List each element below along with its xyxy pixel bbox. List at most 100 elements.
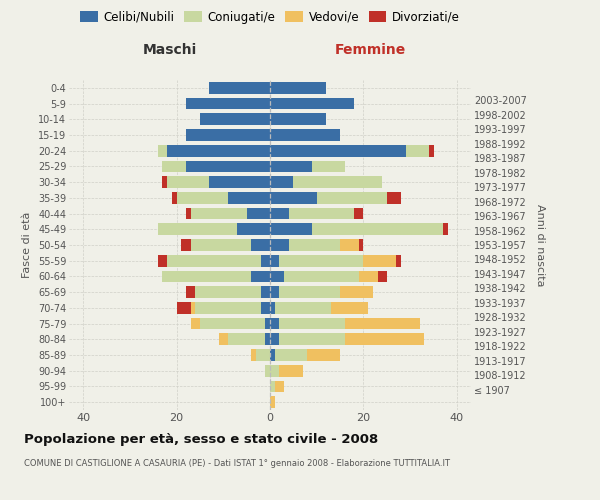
Legend: Celibi/Nubili, Coniugati/e, Vedovi/e, Divorziati/e: Celibi/Nubili, Coniugati/e, Vedovi/e, Di… [75, 6, 465, 28]
Bar [247, 208, 270, 220]
Bar [340, 239, 359, 251]
Bar [191, 302, 195, 314]
Bar [251, 349, 256, 361]
Bar [181, 239, 191, 251]
Bar [312, 224, 443, 235]
Bar [270, 114, 326, 125]
Bar [331, 302, 368, 314]
Bar [406, 145, 429, 156]
Bar [317, 192, 387, 204]
Bar [270, 208, 289, 220]
Bar [195, 286, 260, 298]
Bar [396, 255, 401, 266]
Bar [200, 114, 270, 125]
Bar [284, 270, 359, 282]
Bar [265, 365, 270, 376]
Bar [186, 286, 195, 298]
Bar [209, 82, 270, 94]
Text: Maschi: Maschi [142, 44, 197, 58]
Bar [280, 365, 303, 376]
Bar [158, 224, 237, 235]
Bar [260, 255, 270, 266]
Bar [167, 145, 270, 156]
Bar [228, 334, 265, 345]
Text: COMUNE DI CASTIGLIONE A CASAURIA (PE) - Dati ISTAT 1° gennaio 2008 - Elaborazion: COMUNE DI CASTIGLIONE A CASAURIA (PE) - … [24, 459, 450, 468]
Bar [270, 396, 275, 408]
Bar [200, 318, 265, 330]
Bar [265, 334, 270, 345]
Bar [270, 270, 284, 282]
Bar [270, 192, 317, 204]
Bar [359, 270, 377, 282]
Bar [186, 98, 270, 110]
Bar [377, 270, 387, 282]
Bar [270, 176, 293, 188]
Bar [176, 302, 191, 314]
Bar [237, 224, 270, 235]
Bar [191, 208, 247, 220]
Bar [270, 239, 289, 251]
Bar [176, 192, 228, 204]
Bar [312, 160, 345, 172]
Bar [265, 318, 270, 330]
Bar [195, 302, 260, 314]
Bar [191, 239, 251, 251]
Bar [167, 255, 260, 266]
Bar [270, 82, 326, 94]
Bar [270, 365, 280, 376]
Bar [275, 380, 284, 392]
Bar [280, 318, 345, 330]
Bar [270, 129, 340, 141]
Bar [251, 239, 270, 251]
Bar [260, 302, 270, 314]
Bar [340, 286, 373, 298]
Bar [186, 208, 191, 220]
Bar [270, 255, 280, 266]
Bar [186, 160, 270, 172]
Bar [275, 302, 331, 314]
Bar [443, 224, 448, 235]
Bar [270, 380, 275, 392]
Y-axis label: Fasce di età: Fasce di età [22, 212, 32, 278]
Bar [307, 349, 340, 361]
Bar [270, 160, 312, 172]
Bar [270, 349, 275, 361]
Bar [191, 318, 200, 330]
Bar [228, 192, 270, 204]
Bar [280, 286, 340, 298]
Bar [251, 270, 270, 282]
Bar [256, 349, 270, 361]
Bar [270, 145, 406, 156]
Bar [354, 208, 364, 220]
Bar [270, 286, 280, 298]
Bar [359, 239, 364, 251]
Bar [172, 192, 176, 204]
Bar [289, 208, 354, 220]
Bar [260, 286, 270, 298]
Bar [270, 224, 312, 235]
Bar [345, 318, 419, 330]
Bar [293, 176, 382, 188]
Bar [387, 192, 401, 204]
Bar [158, 145, 167, 156]
Bar [280, 334, 345, 345]
Bar [270, 318, 280, 330]
Text: Femmine: Femmine [335, 44, 406, 58]
Bar [186, 129, 270, 141]
Bar [163, 176, 167, 188]
Text: Popolazione per età, sesso e stato civile - 2008: Popolazione per età, sesso e stato civil… [24, 432, 378, 446]
Bar [364, 255, 396, 266]
Bar [158, 255, 167, 266]
Bar [270, 302, 275, 314]
Bar [167, 176, 209, 188]
Bar [209, 176, 270, 188]
Bar [270, 334, 280, 345]
Bar [289, 239, 340, 251]
Bar [275, 349, 307, 361]
Bar [218, 334, 228, 345]
Y-axis label: Anni di nascita: Anni di nascita [535, 204, 545, 286]
Bar [163, 270, 251, 282]
Bar [270, 98, 354, 110]
Bar [280, 255, 364, 266]
Bar [429, 145, 434, 156]
